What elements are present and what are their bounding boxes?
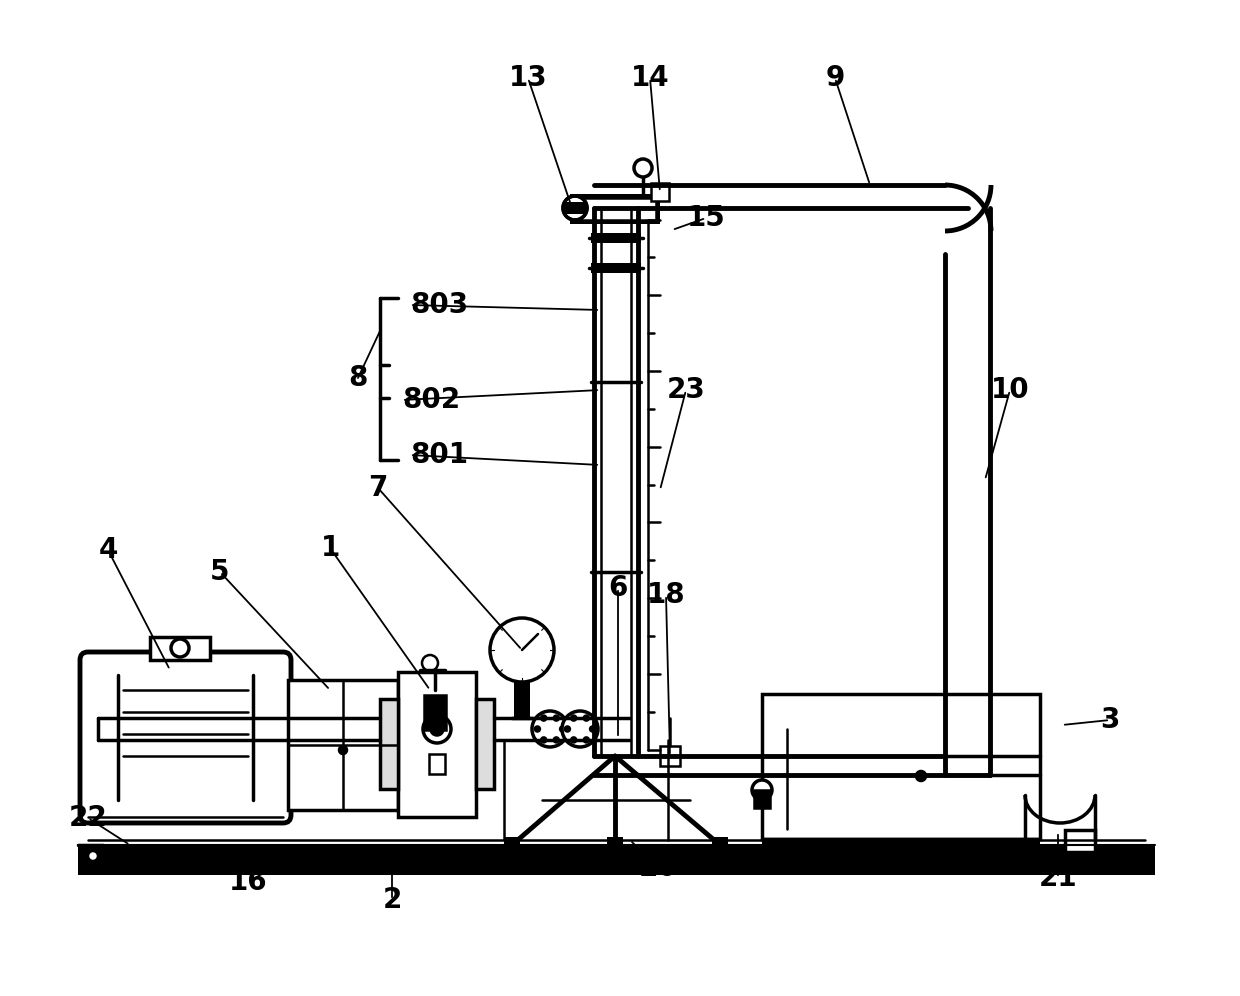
- Circle shape: [534, 726, 539, 731]
- Text: 15: 15: [687, 204, 725, 232]
- Text: 14: 14: [631, 64, 670, 92]
- Circle shape: [634, 159, 652, 177]
- Circle shape: [590, 726, 595, 731]
- Bar: [424, 695, 446, 730]
- Text: 22: 22: [68, 804, 108, 832]
- Circle shape: [541, 715, 546, 720]
- FancyBboxPatch shape: [81, 652, 291, 823]
- Bar: [78, 867, 1154, 875]
- Circle shape: [572, 737, 577, 742]
- Circle shape: [560, 726, 565, 731]
- Circle shape: [584, 715, 589, 720]
- Bar: [763, 839, 1040, 851]
- Circle shape: [554, 715, 559, 720]
- Text: 13: 13: [508, 64, 547, 92]
- Bar: [429, 754, 445, 774]
- Text: 1: 1: [320, 534, 340, 562]
- Bar: [288, 680, 398, 810]
- Bar: [424, 695, 446, 730]
- Bar: [608, 837, 622, 847]
- Bar: [754, 790, 770, 808]
- Bar: [78, 845, 1154, 867]
- Text: 6: 6: [609, 574, 627, 602]
- Text: 5: 5: [211, 558, 229, 586]
- Circle shape: [572, 715, 577, 720]
- Bar: [574, 198, 656, 220]
- Bar: [754, 790, 770, 808]
- Bar: [476, 699, 494, 789]
- Circle shape: [171, 639, 188, 657]
- Text: 16: 16: [228, 868, 268, 896]
- Text: 801: 801: [410, 441, 467, 469]
- Circle shape: [751, 780, 773, 800]
- Circle shape: [584, 737, 589, 742]
- Circle shape: [563, 196, 587, 220]
- Circle shape: [432, 723, 443, 735]
- Circle shape: [554, 737, 559, 742]
- Text: 23: 23: [667, 376, 706, 404]
- Bar: [712, 837, 728, 847]
- Text: 802: 802: [402, 386, 460, 414]
- Bar: [150, 637, 210, 660]
- Text: 20: 20: [639, 854, 677, 882]
- Circle shape: [916, 771, 926, 781]
- Bar: [503, 837, 520, 847]
- Circle shape: [565, 726, 570, 731]
- Bar: [1065, 830, 1095, 852]
- Text: 18: 18: [647, 581, 686, 609]
- Text: 8: 8: [348, 364, 368, 392]
- Text: 3: 3: [1100, 706, 1120, 734]
- Bar: [660, 746, 680, 766]
- Circle shape: [88, 851, 98, 861]
- Circle shape: [562, 711, 598, 747]
- Circle shape: [541, 737, 546, 742]
- Bar: [379, 699, 398, 789]
- Text: 7: 7: [368, 474, 388, 502]
- Text: 10: 10: [991, 376, 1029, 404]
- Circle shape: [532, 711, 568, 747]
- Text: 4: 4: [98, 536, 118, 564]
- Bar: [651, 183, 670, 201]
- Bar: [515, 682, 529, 718]
- Bar: [563, 202, 587, 214]
- Text: 21: 21: [1039, 864, 1078, 892]
- Text: 9: 9: [826, 64, 844, 92]
- Bar: [570, 194, 660, 224]
- Bar: [660, 746, 680, 766]
- Bar: [763, 694, 1040, 839]
- Circle shape: [422, 655, 438, 671]
- Circle shape: [423, 715, 451, 743]
- Circle shape: [339, 746, 347, 754]
- Bar: [398, 672, 476, 817]
- Bar: [591, 233, 641, 243]
- Bar: [591, 263, 641, 273]
- Text: 2: 2: [382, 886, 402, 914]
- Circle shape: [490, 618, 554, 682]
- Bar: [651, 183, 670, 201]
- Text: 803: 803: [410, 291, 469, 319]
